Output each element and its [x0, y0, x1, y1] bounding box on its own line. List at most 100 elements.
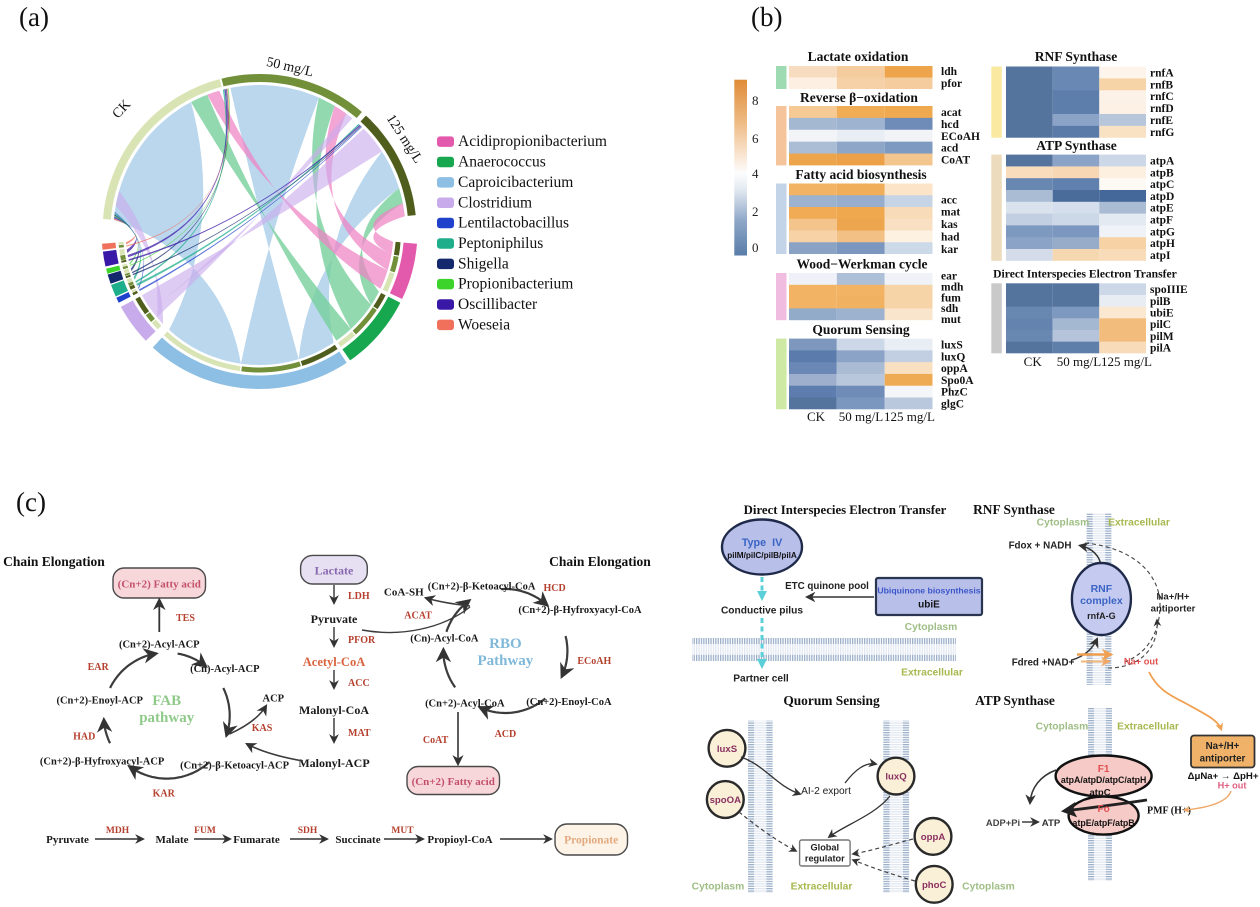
svg-text:had: had [941, 232, 960, 244]
svg-text:atpA/atpD/atpC/atpH: atpA/atpD/atpC/atpH [1061, 775, 1147, 785]
svg-text:atpE/atpF/atpB: atpE/atpF/atpB [1073, 818, 1135, 828]
svg-text:50 mg/L: 50 mg/L [1057, 354, 1101, 369]
svg-text:RNF: RNF [1091, 583, 1113, 595]
svg-text:rnfA-G: rnfA-G [1087, 611, 1116, 621]
svg-text:Pyruvate: Pyruvate [46, 834, 89, 846]
svg-text:Acidipropionibacterium: Acidipropionibacterium [458, 133, 607, 150]
svg-text:MUT: MUT [391, 826, 414, 836]
svg-text:sdh: sdh [941, 303, 959, 315]
svg-text:Na+/H+: Na+/H+ [1156, 592, 1189, 603]
svg-text:Shigella: Shigella [458, 255, 509, 272]
svg-text:(Cn+2)-Enoyl-CoA: (Cn+2)-Enoyl-CoA [526, 697, 612, 708]
svg-text:spoIIIE: spoIIIE [1150, 284, 1188, 296]
svg-text:atpB: atpB [1150, 167, 1174, 179]
svg-text:pilM/pilC/pilB/pilA: pilM/pilC/pilB/pilA [727, 551, 797, 560]
svg-text:pilA: pilA [1150, 343, 1172, 355]
svg-text:kar: kar [941, 244, 958, 256]
svg-text:rnfE: rnfE [1150, 115, 1173, 127]
svg-text:ETC quinone pool: ETC quinone pool [785, 581, 869, 592]
svg-text:(Cn+2)-β-Hyfroxyacyl-CoA: (Cn+2)-β-Hyfroxyacyl-CoA [518, 605, 642, 616]
svg-text:Extracellular: Extracellular [1117, 722, 1179, 733]
svg-text:acd: acd [941, 143, 959, 155]
svg-text:Cytoplasm: Cytoplasm [1036, 722, 1089, 733]
svg-text:Extracellular: Extracellular [791, 882, 853, 893]
svg-text:FAB: FAB [152, 693, 181, 709]
svg-text:phoC: phoC [922, 880, 947, 891]
svg-text:pilC: pilC [1150, 319, 1171, 331]
svg-text:Pyruvate: Pyruvate [311, 612, 358, 626]
svg-text:Malonyl-ACP: Malonyl-ACP [298, 756, 369, 770]
svg-text:Anaerococcus: Anaerococcus [458, 154, 546, 171]
svg-text:ubiE: ubiE [918, 600, 940, 611]
svg-text:Lactate: Lactate [315, 564, 354, 578]
svg-text:Reverse β−oxidation: Reverse β−oxidation [800, 90, 918, 105]
svg-text:Lentilactobacillus: Lentilactobacillus [458, 215, 569, 232]
svg-text:Partner cell: Partner cell [733, 674, 789, 685]
svg-text:0: 0 [752, 240, 759, 255]
svg-text:Cytoplasm: Cytoplasm [1037, 518, 1090, 529]
svg-text:LDH: LDH [348, 591, 370, 602]
svg-text:(Cn+2)-β-Hyfroxyacyl-ACP: (Cn+2)-β-Hyfroxyacyl-ACP [40, 757, 165, 768]
svg-text:RNF Synthase: RNF Synthase [973, 502, 1055, 517]
svg-text:(Cn+2)-Enoyl-ACP: (Cn+2)-Enoyl-ACP [56, 696, 143, 707]
svg-text:HCD: HCD [543, 583, 565, 594]
svg-text:atpH: atpH [1150, 238, 1175, 250]
svg-text:oppA: oppA [941, 363, 969, 375]
svg-text:Malate: Malate [156, 834, 189, 846]
svg-text:Quorum Sensing: Quorum Sensing [812, 322, 909, 337]
svg-text:Ubiquinone biosynthesis: Ubiquinone biosynthesis [877, 586, 980, 596]
svg-text:pilB: pilB [1150, 296, 1171, 308]
svg-text:fum: fum [941, 292, 961, 304]
svg-text:Pathway: Pathway [477, 653, 533, 669]
svg-text:CoAT: CoAT [423, 735, 449, 746]
svg-text:Global: Global [811, 843, 840, 853]
svg-text:FUM: FUM [194, 826, 216, 836]
svg-text:SDH: SDH [298, 826, 318, 836]
svg-text:atpC: atpC [1150, 179, 1174, 191]
svg-text:50 mg/L: 50 mg/L [839, 409, 883, 424]
svg-text:ATP: ATP [1042, 818, 1061, 829]
svg-text:atpE: atpE [1150, 203, 1174, 215]
svg-text:Propioyl-CoA: Propioyl-CoA [427, 834, 492, 846]
svg-text:(a): (a) [19, 2, 49, 32]
svg-text:Extracellular: Extracellular [1108, 518, 1170, 529]
svg-text:Na+/H+: Na+/H+ [1206, 741, 1240, 752]
svg-text:(b): (b) [751, 2, 782, 32]
svg-text:acat: acat [941, 107, 962, 119]
svg-text:hcd: hcd [941, 119, 960, 131]
svg-text:PFOR: PFOR [348, 635, 376, 646]
svg-text:(Cn)-Acyl-ACP: (Cn)-Acyl-ACP [190, 664, 260, 675]
svg-text:Type IV: Type IV [742, 537, 783, 549]
svg-text:Fdox + NADH: Fdox + NADH [1009, 541, 1072, 552]
svg-text:pfor: pfor [941, 78, 962, 90]
svg-text:Wood−Werkman cycle: Wood−Werkman cycle [796, 257, 927, 272]
svg-text:ACAT: ACAT [404, 610, 432, 621]
svg-text:Spo0A: Spo0A [941, 375, 974, 387]
svg-text:ACC: ACC [348, 678, 370, 689]
svg-text:mat: mat [941, 207, 960, 219]
svg-text:Na+ out: Na+ out [1124, 657, 1158, 667]
svg-text:H+ out: H+ out [1218, 781, 1247, 791]
svg-text:KAR: KAR [153, 789, 176, 800]
svg-text:Succinate: Succinate [335, 834, 380, 846]
svg-text:KAS: KAS [252, 723, 273, 734]
svg-text:8: 8 [752, 93, 759, 108]
svg-text:ACP: ACP [263, 694, 285, 705]
svg-text:rnfB: rnfB [1150, 79, 1173, 91]
svg-text:Chain Elongation: Chain Elongation [549, 554, 651, 569]
svg-text:Malonyl-CoA: Malonyl-CoA [299, 703, 369, 717]
svg-text:Acetyl-CoA: Acetyl-CoA [303, 655, 365, 669]
svg-text:HAD: HAD [73, 731, 95, 742]
svg-text:ECoAH: ECoAH [941, 131, 980, 143]
svg-text:MDH: MDH [106, 826, 130, 836]
svg-text:PMF (H+): PMF (H+) [1147, 806, 1191, 817]
svg-text:luxS: luxS [941, 340, 963, 352]
svg-text:ECoAH: ECoAH [577, 656, 611, 667]
svg-text:regulator: regulator [805, 854, 845, 864]
svg-text:ATP Synthase: ATP Synthase [1036, 138, 1116, 153]
svg-text:Cytoplasm: Cytoplasm [962, 882, 1015, 893]
svg-text:Lactate oxidation: Lactate oxidation [808, 49, 909, 64]
svg-text:Oscillibacter: Oscillibacter [458, 296, 538, 313]
svg-text:rnfD: rnfD [1150, 103, 1174, 115]
svg-text:atpF: atpF [1150, 215, 1173, 227]
